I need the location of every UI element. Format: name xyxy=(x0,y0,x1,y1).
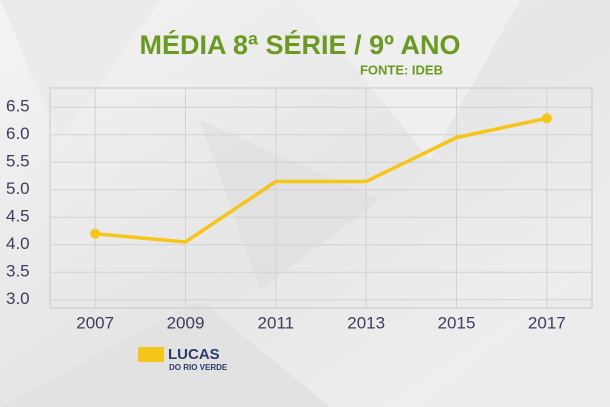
y-tick-label: 5.5 xyxy=(6,152,30,171)
legend-swatch xyxy=(138,347,164,362)
chart-title: MÉDIA 8ª SÉRIE / 9º ANO xyxy=(140,29,461,60)
legend-label: LUCAS xyxy=(168,346,220,363)
legend-subtitle: DO RIO VERDE xyxy=(169,363,228,372)
x-tick-label: 2009 xyxy=(167,313,205,332)
series-line xyxy=(95,116,548,244)
point xyxy=(541,113,552,124)
plot-border xyxy=(49,87,593,309)
y-tick-label: 3.5 xyxy=(6,262,30,281)
y-tick-label: 4.0 xyxy=(6,234,30,253)
y-tick-label: 6.0 xyxy=(6,124,30,143)
bg-shape xyxy=(0,300,330,407)
point xyxy=(90,228,101,239)
y-tick-label: 3.0 xyxy=(6,289,30,308)
x-tick-label: 2017 xyxy=(528,313,566,332)
y-tick-label: 5.0 xyxy=(6,179,30,198)
x-tick-label: 2015 xyxy=(438,313,476,332)
x-tick-label: 2013 xyxy=(347,313,385,332)
y-tick-label: 6.5 xyxy=(6,97,30,116)
y-tick-label: 4.5 xyxy=(6,207,30,226)
bg-shape xyxy=(420,250,610,407)
bg-shape xyxy=(300,0,520,160)
x-tick-label: 2011 xyxy=(258,313,295,332)
chart-subtitle: FONTE: IDEB xyxy=(360,62,443,77)
x-tick-label: 2007 xyxy=(76,313,114,332)
bg-shape xyxy=(0,0,160,140)
